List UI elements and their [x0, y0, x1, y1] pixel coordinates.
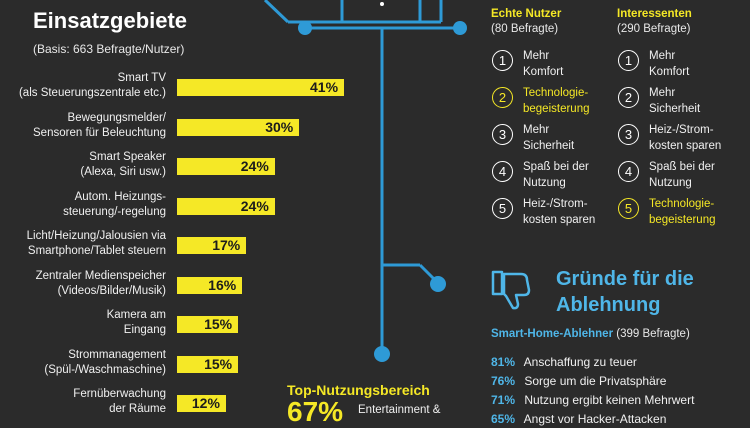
- bar-value-label: 15%: [204, 316, 233, 332]
- rank-text: Mehr Sicherheit: [649, 87, 701, 115]
- node-dot-right: [453, 21, 467, 35]
- top-nutzungsbereich-desc: Entertainment &: [358, 404, 441, 416]
- rank-text: Spaß bei der Nutzung: [649, 161, 715, 189]
- rank-number: 2: [492, 87, 513, 108]
- bar-category-label: Smart TV (als Steuerungszentrale etc.): [18, 72, 166, 99]
- reason-percentage: 65%: [491, 412, 516, 426]
- reason-row: 71% Nutzung ergibt keinen Mehrwert: [491, 393, 694, 407]
- bar: [177, 158, 275, 175]
- rank-text: Spaß bei der Nutzung: [523, 161, 589, 189]
- bar-value-label: 41%: [310, 79, 339, 95]
- bar-category-label: Autom. Heizungs-steuerung/-regelung: [63, 190, 166, 218]
- bar: [177, 118, 300, 136]
- bar-category-label: Bewegungsmelder/Sensoren für Beleuchtung: [33, 111, 166, 139]
- rank-number: 5: [618, 198, 639, 219]
- bar-value-label: 15%: [204, 355, 233, 372]
- reason-text: Sorge um die Privatsphäre: [521, 374, 667, 388]
- rank-text: Mehr Komfort: [649, 50, 690, 78]
- rank-text: Heiz-/Strom- kosten sparen: [649, 124, 722, 152]
- reason-text: Angst vor Hacker-Attacken: [521, 412, 667, 426]
- bar: [177, 316, 239, 333]
- bar-value-label: 17%: [212, 237, 241, 253]
- node-dot-branch: [430, 276, 446, 292]
- bar-category-label: Licht/Heizung/Jalousien via Smartphone/Ta…: [26, 230, 166, 257]
- bar: [177, 276, 243, 294]
- bar-category-label: Fernüberwachung der Räume: [73, 388, 166, 415]
- rank-number: 1: [618, 50, 639, 71]
- rank-number: 4: [618, 161, 639, 182]
- bar: [177, 355, 239, 373]
- basis-note: (Basis: 663 Befragte/Nutzer): [33, 42, 185, 56]
- echte-nutzer-head: Echte Nutzer: [491, 8, 562, 20]
- top-nutzungsbereich-pct: 67%: [287, 396, 344, 427]
- bar-category-label: Zentraler Medienspeicher (Videos/Bilder/M…: [35, 269, 166, 297]
- reason-row: 81% Anschaffung zu teuer: [491, 355, 637, 369]
- rank-number: 3: [492, 124, 513, 145]
- rank-number: 4: [492, 161, 513, 182]
- ablehnung-subtitle: Smart-Home-Ablehner (399 Befragte): [491, 328, 690, 340]
- ablehnung-title: Gründe für die Ablehnung: [556, 268, 694, 316]
- rank-text: Technologie- begeisterung: [523, 87, 590, 115]
- reason-text: Nutzung ergibt keinen Mehrwert: [521, 393, 695, 407]
- rank-number: 3: [618, 124, 639, 145]
- reason-percentage: 81%: [491, 355, 516, 369]
- rank-text: Mehr Komfort: [523, 50, 564, 78]
- bar-category-label: Smart Speaker (Alexa, Siri usw.): [80, 151, 166, 178]
- echte-nutzer-sub: (80 Befragte): [491, 23, 559, 35]
- bar-category-label: Strommanagement (Spül-/Waschmaschine): [44, 348, 166, 376]
- rank-number: 5: [492, 198, 513, 219]
- interessenten-head: Interessenten: [617, 8, 692, 20]
- page-title: Einsatzgebiete: [33, 8, 188, 33]
- bar-category-label: Kamera am Eingang: [106, 309, 166, 336]
- bar-value-label: 30%: [265, 118, 294, 135]
- reason-percentage: 71%: [491, 393, 516, 407]
- thumbs-down-icon: [491, 270, 531, 310]
- bar-value-label: 24%: [240, 158, 269, 174]
- bar: [177, 395, 226, 412]
- interessenten-sub: (290 Befragte): [617, 23, 691, 35]
- bar-value-label: 24%: [240, 197, 269, 214]
- reason-text: Anschaffung zu teuer: [521, 355, 637, 369]
- rank-number: 2: [618, 87, 639, 108]
- bar-value-label: 12%: [191, 395, 220, 411]
- node-dot-bottom: [374, 346, 390, 362]
- bar: [177, 79, 344, 96]
- reason-percentage: 76%: [491, 374, 516, 388]
- rank-text: Mehr Sicherheit: [523, 124, 575, 152]
- top-nutzungsbereich-title: Top-Nutzungsbereich: [287, 382, 430, 398]
- node-dot-left: [298, 21, 312, 35]
- rank-text: Technologie- begeisterung: [649, 198, 716, 226]
- reason-row: 76% Sorge um die Privatsphäre: [491, 374, 666, 388]
- bar-value-label: 16%: [208, 276, 237, 293]
- rank-text: Heiz-/Strom- kosten sparen: [523, 198, 596, 226]
- bar: [177, 237, 247, 254]
- rank-number: 1: [492, 50, 513, 71]
- bar: [177, 197, 275, 215]
- reason-row: 65% Angst vor Hacker-Attacken: [491, 412, 666, 426]
